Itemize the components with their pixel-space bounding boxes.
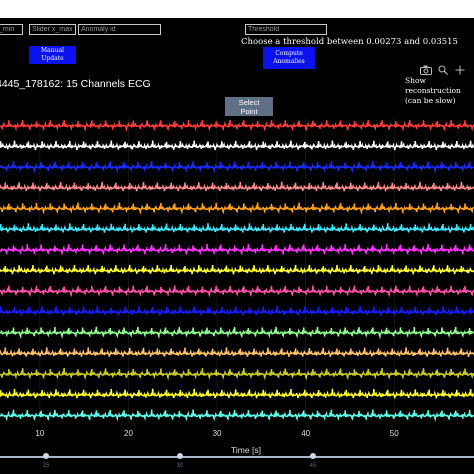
plot-title: 4445_178162: 15 Channels ECG (0, 78, 151, 90)
reconstruction-line2: (can be slow) (405, 96, 456, 105)
select-point-button[interactable]: Select Point (225, 97, 273, 116)
x-tick-label: 50 (389, 429, 399, 438)
slider-handle[interactable] (310, 453, 316, 459)
anomaly-id-input[interactable] (78, 24, 161, 35)
x-tick-label: 40 (301, 429, 311, 438)
slider-handle[interactable] (177, 453, 183, 459)
ecg-channel-6 (0, 223, 474, 233)
threshold-input[interactable] (245, 24, 327, 35)
compute-label-line2: Anomalies (273, 58, 305, 65)
x-tick-label: 10 (35, 429, 45, 438)
camera-icon[interactable] (420, 60, 432, 79)
top-band (0, 0, 474, 18)
ecg-channel-11 (0, 326, 474, 340)
x-axis-label: Time [s] (231, 445, 261, 455)
reconstruction-line1: Show reconstruction (405, 76, 461, 95)
slider-label: 30 (176, 463, 184, 469)
x-tick-label: 30 (212, 429, 222, 438)
ecg-channel-15 (0, 409, 474, 422)
zoom-icon[interactable] (438, 60, 448, 79)
compute-anomalies-button[interactable]: Compute Anomalies (263, 47, 315, 69)
ecg-channel-12 (0, 347, 474, 358)
ecg-channel-13 (0, 368, 474, 381)
show-reconstruction-toggle[interactable]: Show reconstruction (can be slow) (405, 76, 474, 106)
x-tick-label: 20 (124, 429, 133, 438)
ecg-channel-2 (0, 140, 474, 151)
ecg-channel-10 (0, 306, 474, 316)
manual-update-button[interactable]: Manual Update (29, 46, 76, 64)
slider-x-max-input[interactable] (29, 24, 76, 35)
compute-label-line1: Compute (275, 50, 303, 57)
slider-x-min-input[interactable] (0, 24, 23, 35)
ecg-channel-8 (0, 264, 474, 275)
ecg-channel-14 (0, 388, 474, 399)
pan-icon[interactable] (455, 60, 465, 79)
range-slider[interactable] (0, 456, 474, 458)
ecg-channel-1 (0, 119, 474, 132)
slider-label: 15 (42, 463, 50, 469)
ecg-channel-4 (0, 181, 474, 192)
threshold-hint: Choose a threshold between 0.00273 and 0… (241, 37, 458, 47)
ecg-channel-9 (0, 285, 474, 298)
ecg-channel-5 (0, 202, 474, 215)
slider-handle[interactable] (43, 453, 49, 459)
ecg-channel-7 (0, 243, 474, 256)
ecg-plot-area[interactable] (0, 118, 474, 428)
ecg-channel-3 (0, 161, 474, 174)
slider-label: 45 (309, 463, 317, 469)
